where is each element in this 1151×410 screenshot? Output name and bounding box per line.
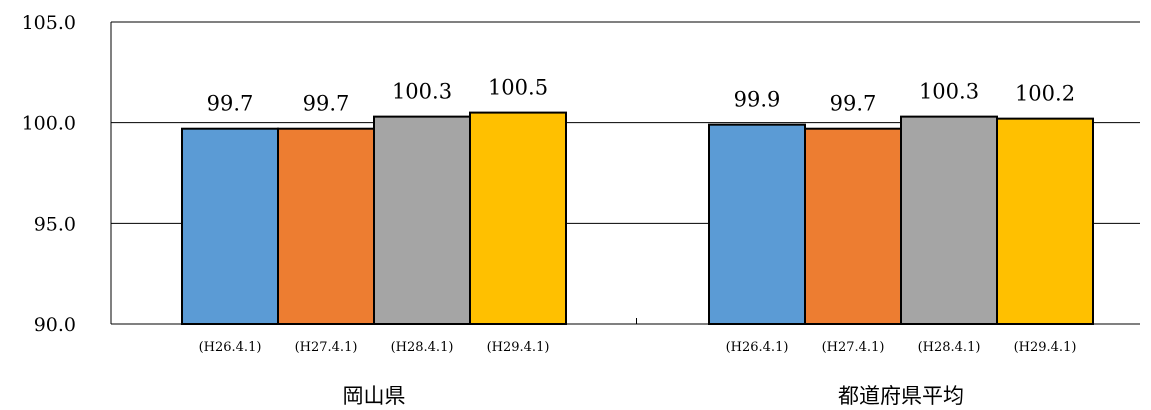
bar <box>277 127 375 325</box>
axes: 90.0 95.0 100.0 105.0 <box>22 12 1140 336</box>
data-labels: 99.7 99.7 100.3 100.5 99.9 99.7 100.3 100.2 <box>207 76 1075 116</box>
x-sub-label: (H26.4.1) <box>199 340 262 355</box>
data-label: 100.3 <box>392 80 452 104</box>
x-sub-label: (H27.4.1) <box>822 340 885 355</box>
bar <box>708 123 806 326</box>
data-label: 99.7 <box>207 92 254 116</box>
data-label: 99.9 <box>734 88 781 112</box>
bars <box>181 111 1094 326</box>
x-sub-label: (H28.4.1) <box>391 340 454 355</box>
bar <box>373 115 471 325</box>
x-sub-label: (H26.4.1) <box>726 340 789 355</box>
data-label: 100.2 <box>1015 82 1075 106</box>
bar <box>900 115 998 325</box>
x-category-label: 都道府県平均 <box>838 384 964 408</box>
data-label: 100.5 <box>488 76 548 100</box>
x-sub-label: (H29.4.1) <box>1014 340 1077 355</box>
bar <box>804 127 902 325</box>
x-category-labels: 岡山県 都道府県平均 <box>343 384 965 408</box>
x-sub-label: (H28.4.1) <box>918 340 981 355</box>
bar <box>181 127 279 325</box>
data-label: 99.7 <box>303 92 350 116</box>
x-sub-labels: (H26.4.1) (H27.4.1) (H28.4.1) (H29.4.1) (H26… <box>199 340 1077 355</box>
y-tick-label: 95.0 <box>34 213 76 235</box>
bar <box>996 117 1094 325</box>
data-label: 100.3 <box>919 80 979 104</box>
y-tick-label: 100.0 <box>22 113 76 135</box>
x-category-label: 岡山県 <box>343 384 406 408</box>
y-tick-label: 90.0 <box>34 314 76 336</box>
data-label: 99.7 <box>830 92 877 116</box>
x-sub-label: (H29.4.1) <box>487 340 550 355</box>
bar <box>469 111 567 325</box>
x-sub-label: (H27.4.1) <box>295 340 358 355</box>
y-tick-label: 105.0 <box>22 12 76 34</box>
